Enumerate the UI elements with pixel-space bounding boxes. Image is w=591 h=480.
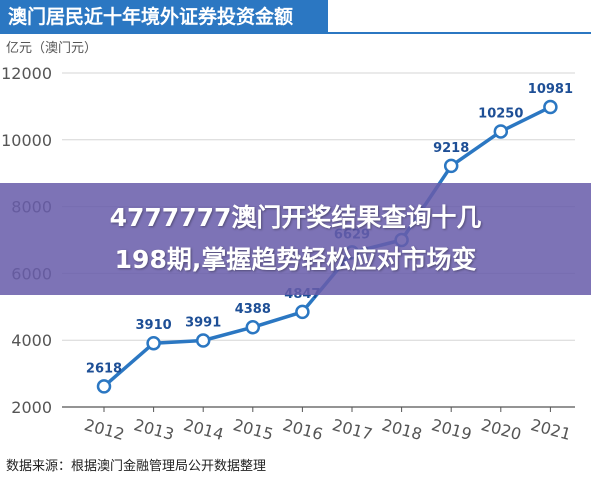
data-point (493, 124, 509, 139)
axes: 亿元（澳门元） (6, 40, 97, 56)
y-tick-label: 10000 (1, 131, 52, 150)
data-label: 3991 (185, 316, 221, 331)
y-tick-label: 4000 (11, 331, 52, 350)
y-tick-label: 2000 (11, 398, 52, 417)
headline-text: 4777777澳门开奖结果查询十几 198期,掌握趋势轻松应对市场变 (0, 183, 591, 295)
headline-line-2: 198期,掌握趋势轻松应对市场变 (114, 245, 477, 274)
x-tick-label: 2014 (181, 415, 225, 444)
data-point (245, 319, 261, 335)
headline-banner: 4777777澳门开奖结果查询十几 198期,掌握趋势轻松应对市场变 (0, 183, 591, 295)
data-label: 10250 (478, 106, 523, 121)
source-note: 数据来源：根据澳门金融管理局公开数据整理 (6, 459, 267, 474)
data-point (295, 304, 310, 320)
data-point (146, 335, 161, 351)
y-axis-label: 亿元（澳门元） (6, 40, 97, 56)
x-tick-label: 2016 (281, 415, 325, 444)
data-point (443, 158, 459, 174)
line-chart: 亿元（澳门元） 20004000600080001000012000 20122… (1, 40, 575, 444)
title-background (0, 0, 328, 34)
data-point (96, 379, 112, 394)
y-tick-label: 12000 (1, 64, 52, 83)
x-tick-label: 2019 (429, 415, 473, 444)
x-tick-label: 2018 (380, 415, 424, 444)
title-underline (328, 32, 591, 34)
headline-line-1: 4777777澳门开奖结果查询十几 (109, 203, 482, 232)
data-label: 2618 (86, 361, 122, 376)
x-tick-label: 2021 (529, 415, 573, 444)
data-label: 10981 (528, 82, 573, 97)
x-tick-label: 2013 (132, 415, 176, 444)
data-label: 3910 (136, 318, 172, 333)
x-tick-label: 2020 (479, 415, 523, 444)
chart-title-bar: 澳门居民近十年境外证券投资金额 (0, 0, 591, 34)
x-tick-label: 2015 (231, 415, 275, 444)
data-point (195, 333, 211, 348)
x-tick-label: 2017 (330, 415, 374, 444)
x-tick-labels: 2012 2013 2014 2015 2016 2017 2018 2019 2020 2021 (82, 407, 573, 444)
x-tick-label: 2012 (82, 415, 126, 444)
data-label: 4388 (235, 302, 271, 317)
data-point (543, 99, 558, 115)
chart-title: 澳门居民近十年境外证券投资金额 (8, 6, 294, 28)
data-label: 9218 (433, 141, 469, 156)
